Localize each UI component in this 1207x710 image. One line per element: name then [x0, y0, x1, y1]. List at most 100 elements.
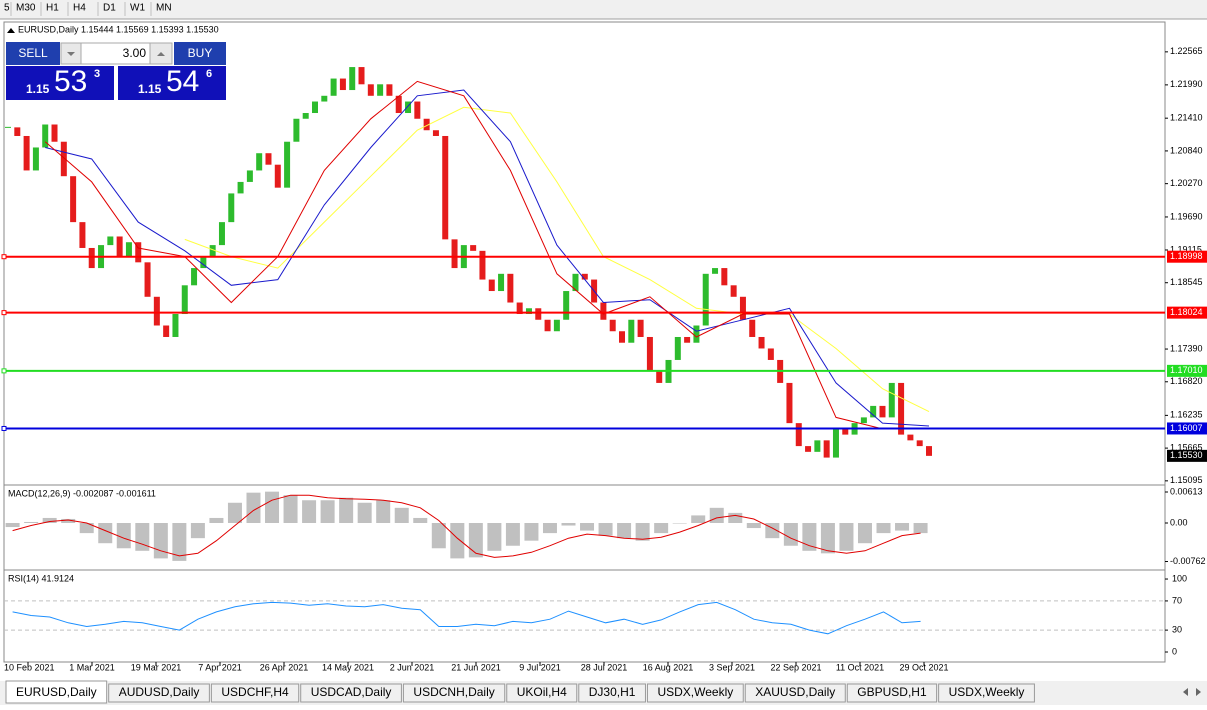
x-tick-label: 19 Mar 2021: [131, 662, 182, 672]
candle: [684, 336, 691, 343]
macd-bar: [5, 522, 20, 528]
price-label: 1.18998: [1170, 251, 1203, 261]
sell-button[interactable]: [6, 42, 60, 65]
chart-tab-bg[interactable]: [578, 683, 646, 703]
candle: [898, 382, 905, 435]
candle: [405, 101, 412, 114]
chart-tab[interactable]: DJ30,H1: [589, 685, 636, 699]
macd-bar: [672, 522, 687, 524]
macd-bar: [857, 522, 872, 544]
candle: [200, 256, 207, 269]
candle: [488, 279, 495, 292]
candle: [795, 423, 802, 447]
candle: [163, 325, 170, 337]
chart-tab-bg[interactable]: [402, 683, 506, 703]
timeframe-button[interactable]: MN: [156, 3, 172, 14]
chart-tab[interactable]: USDCNH,Daily: [413, 685, 494, 699]
macd-bar: [42, 517, 57, 523]
chart-header: EURUSD,Daily 1.15444 1.15569 1.15393 1.1…: [18, 24, 219, 34]
candle: [442, 135, 449, 240]
indicator-title: RSI(14) 41.9124: [8, 573, 74, 583]
y-tick-label: 30: [1172, 624, 1182, 634]
candle: [721, 268, 728, 286]
chart-tab-bg[interactable]: [846, 683, 938, 703]
timeframe-button[interactable]: H1: [46, 3, 59, 14]
y-tick-label: 1.18545: [1170, 277, 1203, 287]
arrow-icon: [157, 52, 165, 56]
candle: [702, 273, 709, 326]
chart-tab[interactable]: GBPUSD,H1: [857, 685, 927, 699]
candle: [274, 164, 281, 188]
timeframe-button[interactable]: W1: [130, 3, 145, 14]
chart-tab[interactable]: UKOil,H4: [517, 685, 567, 699]
chart-tab[interactable]: USDCAD,Daily: [311, 685, 392, 699]
buy-button[interactable]: [174, 42, 226, 65]
moving-average: [44, 80, 929, 430]
candle: [842, 428, 849, 435]
candle: [423, 118, 430, 131]
candle: [51, 124, 58, 142]
chart-tab-bg[interactable]: [646, 683, 744, 703]
candle: [823, 440, 830, 458]
price-box[interactable]: [6, 66, 114, 100]
timeframe-button[interactable]: D1: [103, 3, 116, 14]
price-label: 1.17010: [1170, 365, 1203, 375]
header-arrow: [7, 28, 15, 33]
candle: [377, 84, 384, 96]
chart-tab-bg[interactable]: [210, 683, 300, 703]
candle: [600, 302, 607, 320]
chart-tab[interactable]: EURUSD,Daily: [16, 685, 97, 699]
chart-tab-bg[interactable]: [5, 680, 108, 704]
timeframe-button[interactable]: 5: [4, 3, 10, 14]
arrow-icon: [67, 52, 75, 56]
macd-bar: [505, 522, 520, 546]
chart-tab-bg[interactable]: [938, 683, 1035, 703]
candle: [144, 262, 151, 297]
chart-tab-bg[interactable]: [506, 683, 578, 703]
chart-tab[interactable]: USDX,Weekly: [949, 685, 1025, 699]
candle: [907, 434, 914, 441]
candle: [14, 127, 21, 136]
macd-bar: [635, 522, 650, 541]
chart-tab[interactable]: USDX,Weekly: [657, 685, 733, 699]
timeframe-button[interactable]: H4: [73, 3, 86, 14]
macd-bar: [98, 522, 113, 544]
macd-bar: [265, 491, 280, 523]
candle: [414, 101, 421, 119]
candle: [228, 193, 235, 223]
candle: [479, 250, 486, 280]
volume-value[interactable]: 3.00: [123, 46, 147, 60]
timeframe-button[interactable]: M30: [16, 3, 36, 14]
candle: [805, 446, 812, 452]
x-tick-label: 3 Sep 2021: [709, 662, 755, 672]
price-box[interactable]: [118, 66, 226, 100]
chart-tab[interactable]: XAUUSD,Daily: [755, 685, 835, 699]
price-point: 6: [206, 68, 212, 80]
buy-label[interactable]: BUY: [188, 46, 213, 60]
chart-tab[interactable]: AUDUSD,Daily: [119, 685, 200, 699]
candle: [135, 242, 142, 263]
chart-tab-bg[interactable]: [744, 683, 846, 703]
candle: [116, 236, 123, 257]
macd-bar: [746, 522, 761, 529]
candle: [470, 245, 477, 251]
chart-tab[interactable]: USDCHF,H4: [221, 685, 289, 699]
candle: [395, 95, 402, 114]
y-tick-label: 1.19690: [1170, 211, 1203, 221]
candle: [246, 170, 253, 182]
x-tick-label: 21 Jun 2021: [451, 662, 501, 672]
y-tick-label: 1.20840: [1170, 145, 1203, 155]
macd-bar: [561, 522, 576, 526]
price-point: 3: [94, 68, 100, 80]
chart-tab-bg[interactable]: [108, 683, 210, 703]
macd-bar: [839, 522, 854, 551]
macd-bar: [227, 502, 242, 523]
scroll-right[interactable]: [1196, 688, 1201, 696]
chart-tab-bg[interactable]: [300, 683, 402, 703]
macd-bar: [320, 500, 335, 523]
price-label-box: [1167, 364, 1207, 377]
candle: [153, 296, 160, 326]
sell-label[interactable]: SELL: [18, 46, 48, 60]
price-label-box: [1167, 422, 1207, 435]
scroll-left[interactable]: [1183, 688, 1188, 696]
